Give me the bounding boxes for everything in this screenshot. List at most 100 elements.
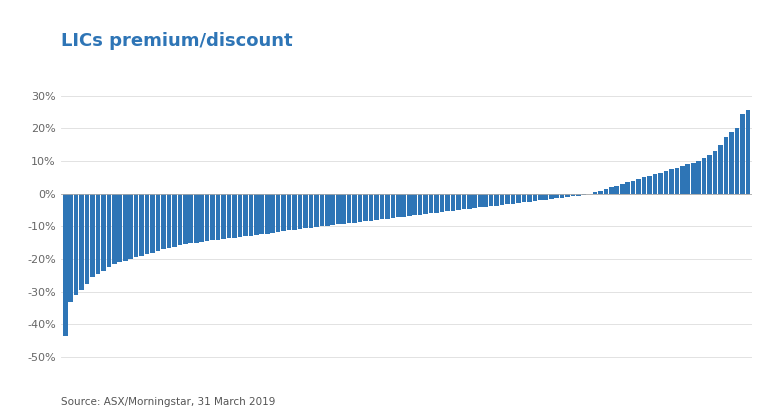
Bar	[123, 194, 127, 261]
Bar	[691, 163, 696, 194]
Bar	[238, 194, 242, 237]
Bar	[549, 194, 554, 199]
Bar	[598, 191, 603, 194]
Bar	[483, 194, 488, 207]
Bar	[298, 194, 302, 229]
Bar	[544, 194, 548, 200]
Bar	[177, 194, 183, 245]
Bar	[112, 194, 117, 264]
Bar	[604, 189, 608, 194]
Bar	[325, 194, 330, 226]
Bar	[227, 194, 232, 238]
Bar	[511, 194, 515, 204]
Bar	[396, 194, 400, 217]
Bar	[674, 168, 679, 194]
Bar	[702, 158, 706, 194]
Bar	[450, 194, 456, 211]
Bar	[434, 194, 439, 213]
Bar	[462, 194, 466, 209]
Bar	[429, 194, 433, 213]
Bar	[555, 194, 559, 199]
Bar	[516, 194, 521, 203]
Bar	[472, 194, 477, 208]
Bar	[505, 194, 510, 204]
Bar	[357, 194, 363, 222]
Bar	[74, 194, 78, 295]
Bar	[68, 194, 73, 301]
Bar	[145, 194, 150, 254]
Bar	[637, 179, 641, 194]
Bar	[189, 194, 193, 243]
Bar	[522, 194, 526, 202]
Bar	[292, 194, 297, 230]
Bar	[630, 181, 636, 194]
Bar	[724, 137, 729, 194]
Bar	[642, 177, 647, 194]
Bar	[96, 194, 100, 274]
Bar	[686, 164, 690, 194]
Bar	[625, 182, 630, 194]
Bar	[478, 194, 482, 207]
Bar	[413, 194, 417, 215]
Bar	[500, 194, 505, 205]
Bar	[565, 194, 570, 197]
Bar	[341, 194, 346, 224]
Bar	[581, 194, 586, 195]
Bar	[385, 194, 390, 219]
Bar	[374, 194, 379, 220]
Bar	[527, 194, 532, 201]
Bar	[276, 194, 281, 232]
Bar	[336, 194, 341, 224]
Bar	[467, 194, 472, 209]
Bar	[680, 166, 685, 194]
Bar	[439, 194, 444, 212]
Bar	[134, 194, 139, 257]
Bar	[243, 194, 248, 236]
Bar	[620, 184, 624, 194]
Bar	[614, 186, 619, 194]
Bar	[156, 194, 160, 251]
Bar	[401, 194, 406, 217]
Bar	[232, 194, 237, 237]
Bar	[320, 194, 324, 227]
Bar	[347, 194, 351, 223]
Bar	[746, 110, 750, 194]
Bar	[210, 194, 215, 240]
Bar	[194, 194, 199, 243]
Bar	[216, 194, 220, 240]
Text: LICs premium/discount: LICs premium/discount	[61, 32, 293, 50]
Bar	[571, 194, 575, 196]
Bar	[593, 192, 597, 194]
Bar	[221, 194, 225, 239]
Bar	[140, 194, 144, 256]
Bar	[271, 194, 275, 233]
Bar	[79, 194, 84, 290]
Bar	[303, 194, 308, 228]
Bar	[576, 194, 581, 196]
Bar	[456, 194, 461, 210]
Bar	[254, 194, 258, 235]
Bar	[735, 128, 739, 194]
Bar	[423, 194, 428, 214]
Bar	[249, 194, 253, 236]
Bar	[128, 194, 133, 259]
Bar	[172, 194, 176, 247]
Bar	[314, 194, 319, 227]
Bar	[199, 194, 204, 242]
Bar	[729, 132, 734, 194]
Bar	[205, 194, 209, 241]
Bar	[84, 194, 89, 284]
Bar	[281, 194, 286, 231]
Bar	[669, 169, 673, 194]
Bar	[445, 194, 449, 212]
Bar	[407, 194, 412, 216]
Bar	[740, 114, 745, 194]
Bar	[166, 194, 171, 248]
Bar	[609, 187, 614, 194]
Bar	[380, 194, 384, 219]
Bar	[713, 151, 717, 194]
Bar	[494, 194, 499, 206]
Bar	[696, 161, 701, 194]
Bar	[418, 194, 423, 215]
Bar	[265, 194, 269, 234]
